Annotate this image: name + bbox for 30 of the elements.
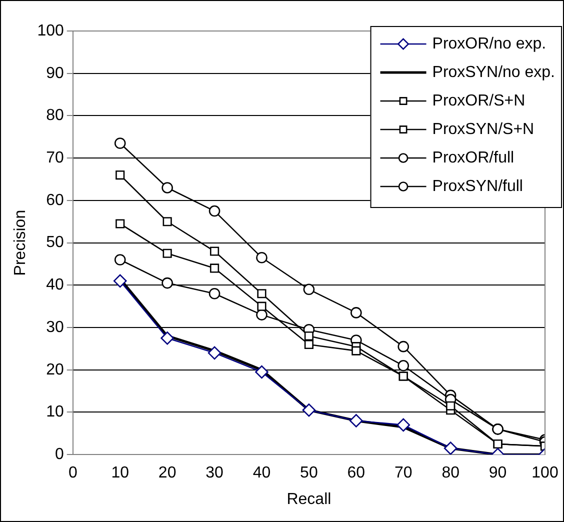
y-tick-label: 60: [46, 192, 64, 209]
legend-label: ProxSYN/full: [432, 178, 523, 195]
x-axis-title: Recall: [286, 490, 332, 508]
x-tick-label: 50: [300, 464, 318, 482]
x-tick-label: 30: [206, 464, 224, 482]
y-axis-title: Precision: [12, 210, 30, 276]
x-tick-label: 60: [347, 464, 366, 482]
x-tick-label: 70: [394, 464, 412, 482]
legend-label: ProxOR/S+N: [432, 92, 526, 110]
y-tick-label: 10: [46, 404, 64, 421]
y-tick-label: 30: [46, 318, 64, 336]
y-tick-label: 20: [46, 361, 64, 378]
y-tick-label: 40: [46, 276, 64, 294]
x-tick-label: 10: [111, 464, 130, 482]
legend-label: ProxSYN/S+N: [432, 120, 534, 138]
y-tick-label: 100: [37, 22, 64, 40]
legend-label: ProxOR/full: [432, 149, 514, 166]
legend-label: ProxSYN/no exp.: [432, 64, 556, 81]
legend-label: ProxOR/no exp.: [432, 35, 546, 52]
y-tick-label: 50: [46, 234, 64, 252]
x-tick-label: 40: [252, 464, 271, 482]
x-tick-label: 80: [442, 464, 460, 482]
x-tick-label: 20: [158, 464, 176, 482]
x-tick-label: 90: [488, 464, 507, 482]
x-tick-label: 100: [532, 464, 558, 482]
y-tick-label: 90: [46, 64, 64, 82]
y-tick-label: 80: [46, 107, 64, 124]
x-tick-label: 0: [68, 464, 78, 482]
y-tick-label: 0: [54, 446, 64, 464]
y-tick-label: 70: [46, 149, 64, 166]
